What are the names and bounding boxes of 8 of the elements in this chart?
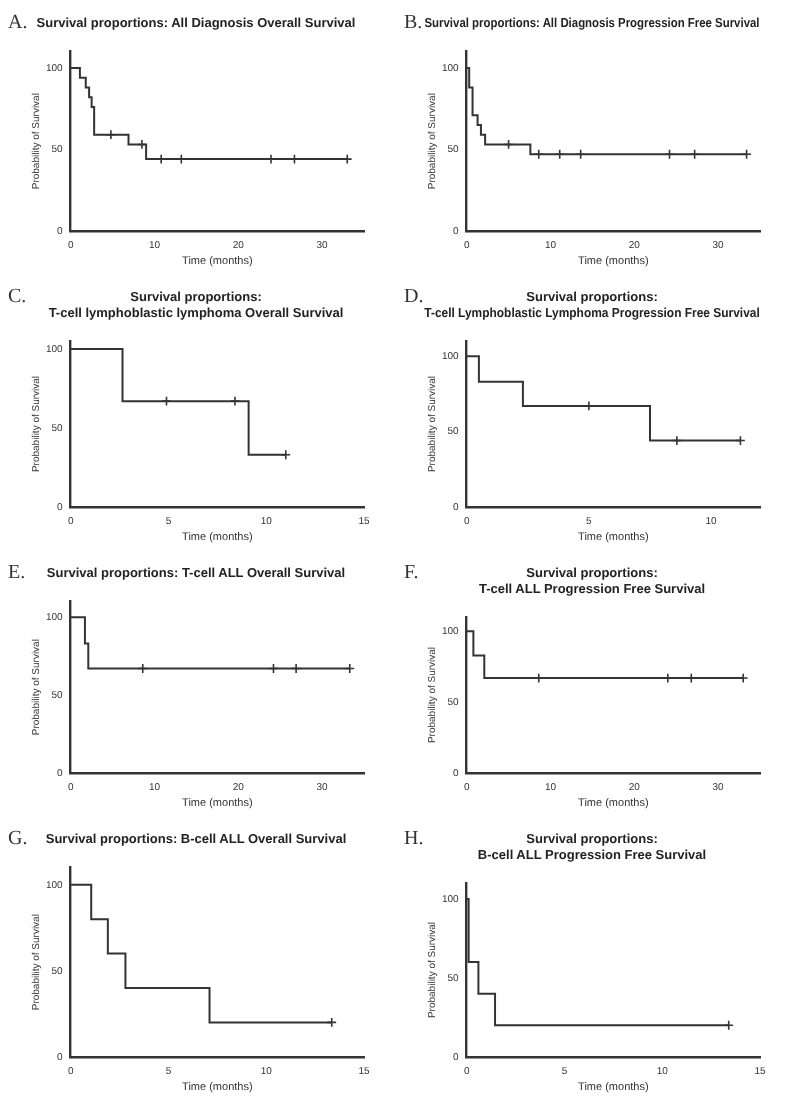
text: E. [8, 562, 26, 584]
text: F. [404, 562, 419, 584]
text: G. [8, 828, 28, 850]
text: C. [8, 286, 27, 308]
text: H. [404, 828, 424, 850]
text: D. [404, 286, 424, 308]
text: B. [404, 12, 423, 34]
text: A. [8, 12, 28, 34]
